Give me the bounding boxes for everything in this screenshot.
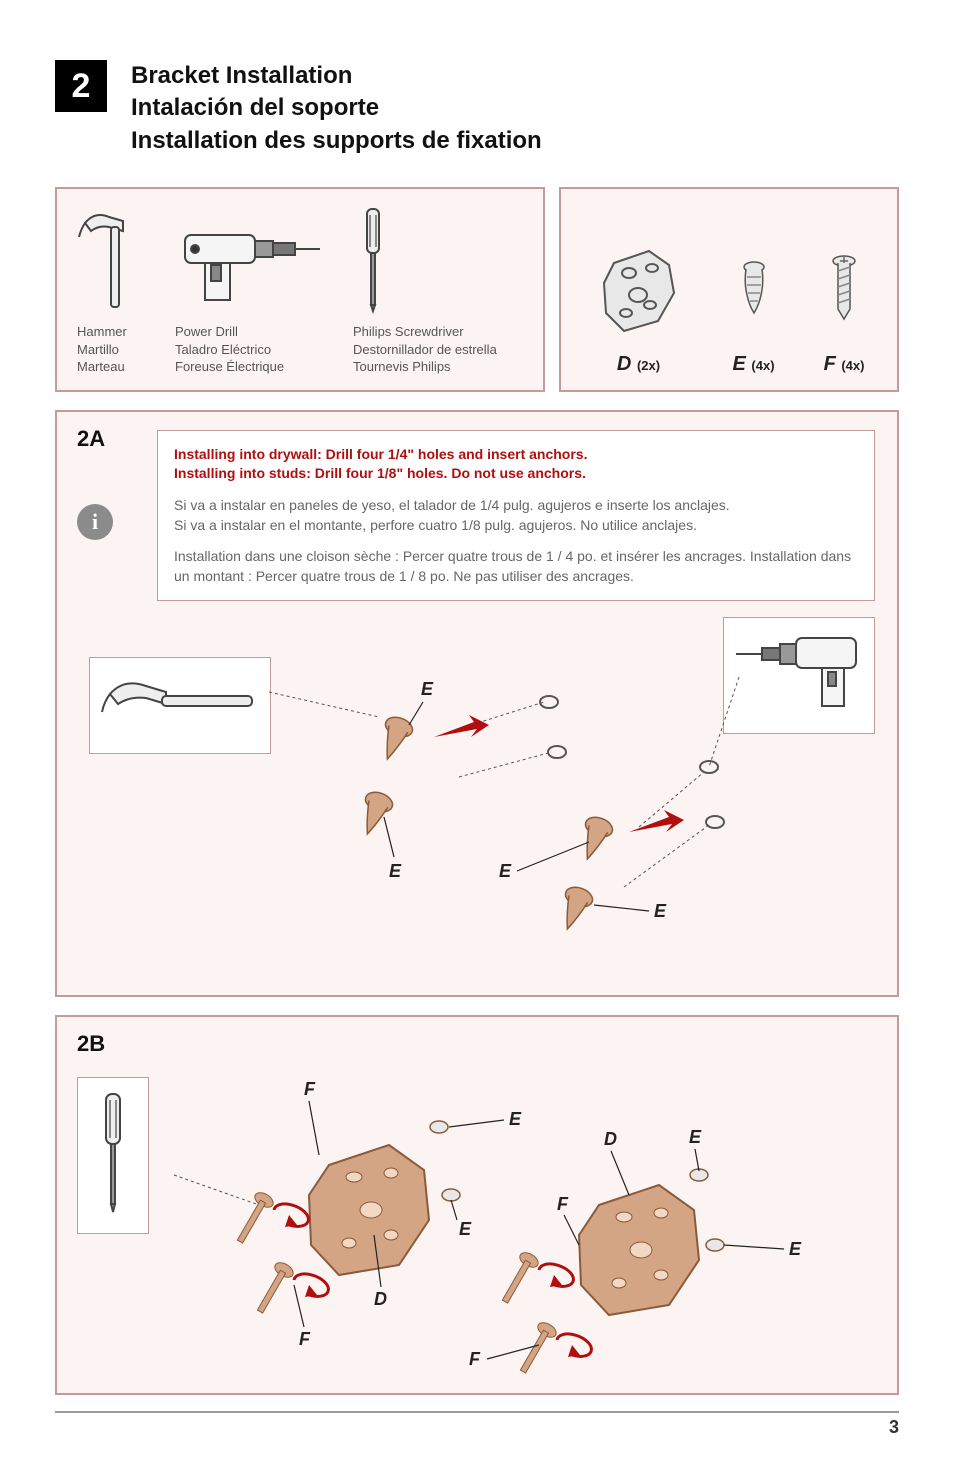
step-2A-label: 2A <box>77 426 105 452</box>
c-F2: F <box>299 1329 311 1349</box>
part-E-letter: E <box>733 353 746 375</box>
diagram-2A: E E E E <box>79 617 875 977</box>
info-icon: i <box>77 504 113 540</box>
step-titles: Bracket Installation Intalación del sopo… <box>131 60 542 157</box>
warn-fr: Installation dans une cloison sèche : Pe… <box>174 547 858 586</box>
c-E1: E <box>509 1109 522 1129</box>
screwdriver-label-fr: Tournevis Philips <box>353 358 497 376</box>
step-2A-box: 2A i Installing into drywall: Drill four… <box>55 410 899 998</box>
page-number: 3 <box>55 1411 899 1438</box>
part-D-letter: D <box>617 353 631 375</box>
screwdriver-icon <box>353 205 393 315</box>
title-en: Bracket Installation <box>131 60 542 92</box>
part-F-letter: F <box>824 353 836 375</box>
label-E1: E <box>421 679 434 699</box>
c-F1: F <box>304 1079 316 1099</box>
title-es: Intalación del soporte <box>131 92 542 124</box>
warning-box: Installing into drywall: Drill four 1/4"… <box>157 430 875 602</box>
c-F4: F <box>469 1349 481 1369</box>
tool-screwdriver: Philips Screwdriver Destornillador de es… <box>353 205 497 376</box>
bracket-icon <box>594 243 684 343</box>
drill-label-es: Taladro Eléctrico <box>175 341 284 359</box>
screwdriver-label-en: Philips Screwdriver <box>353 323 497 341</box>
part-D-qty: (2x) <box>637 358 660 373</box>
warn-en-2: Installing into studs: Drill four 1/8" h… <box>174 464 858 484</box>
c-E4: E <box>789 1239 802 1259</box>
label-E2: E <box>389 861 402 881</box>
part-E-qty: (4x) <box>751 358 774 373</box>
parts-box: D (2x) E (4x) <box>559 187 899 392</box>
part-F-qty: (4x) <box>841 358 864 373</box>
drill-label-fr: Foreuse Électrique <box>175 358 284 376</box>
screwdriver-label-es: Destornillador de estrella <box>353 341 497 359</box>
hammer-icon <box>77 205 147 315</box>
tool-hammer: Hammer Martillo Marteau <box>77 205 147 376</box>
part-E: E (4x) <box>733 243 775 376</box>
label-E3: E <box>499 861 512 881</box>
tools-parts-row: Hammer Martillo Marteau <box>55 187 899 392</box>
diagram-2B: F E E D F <box>79 1035 875 1385</box>
c-D1: D <box>374 1289 387 1309</box>
warn-es: Si va a instalar en paneles de yeso, el … <box>174 496 858 535</box>
part-F: F (4x) <box>824 243 865 376</box>
hammer-label-es: Martillo <box>77 341 127 359</box>
warn-en-1: Installing into drywall: Drill four 1/4"… <box>174 445 858 465</box>
title-fr: Installation des supports de fixation <box>131 125 542 157</box>
c-E3: E <box>689 1127 702 1147</box>
part-D: D (2x) <box>594 243 684 376</box>
screw-icon <box>829 243 859 343</box>
step-2B-box: 2B <box>55 1015 899 1395</box>
tool-drill: Power Drill Taladro Eléctrico Foreuse Él… <box>175 205 325 376</box>
page-header: 2 Bracket Installation Intalación del so… <box>55 60 899 157</box>
hammer-label-en: Hammer <box>77 323 127 341</box>
anchor-icon <box>737 243 771 343</box>
tools-box: Hammer Martillo Marteau <box>55 187 545 392</box>
c-D2: D <box>604 1129 617 1149</box>
drill-label-en: Power Drill <box>175 323 284 341</box>
hammer-label-fr: Marteau <box>77 358 127 376</box>
label-E4: E <box>654 901 667 921</box>
c-E2: E <box>459 1219 472 1239</box>
step-number-badge: 2 <box>55 60 107 112</box>
c-F3: F <box>557 1194 569 1214</box>
drill-icon <box>175 205 325 315</box>
